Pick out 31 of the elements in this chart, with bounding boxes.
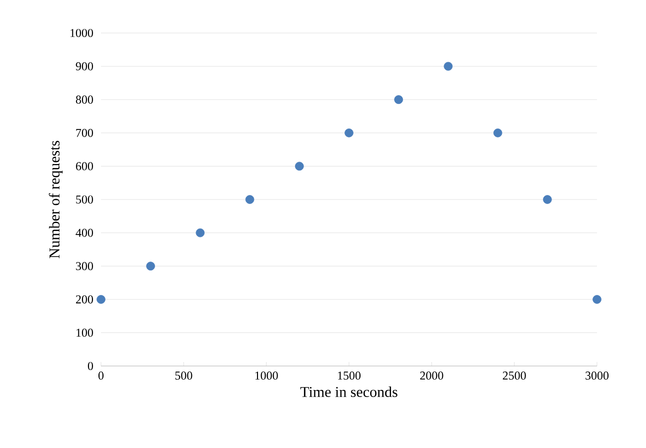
y-tick-label: 800 xyxy=(76,96,94,104)
x-tick-label: 3000 xyxy=(586,372,609,380)
x-tick-label: 1000 xyxy=(255,372,278,380)
x-tick-label: 2000 xyxy=(420,372,444,380)
x-tick-label: 0 xyxy=(98,372,104,380)
point xyxy=(493,128,502,138)
point xyxy=(444,62,453,71)
x-tick-label: 500 xyxy=(175,372,192,380)
x-axis-title: Time in seconds xyxy=(300,386,398,398)
y-tick-label: 0 xyxy=(88,362,94,370)
point xyxy=(344,128,354,138)
x-tick-label: 1500 xyxy=(338,372,361,380)
y-tick-label: 100 xyxy=(76,328,94,337)
y-tick-label: 400 xyxy=(76,228,94,237)
y-tick-label: 600 xyxy=(76,162,94,170)
point xyxy=(394,95,403,104)
x-tick-label: 2500 xyxy=(502,372,526,380)
y-tick-label: 200 xyxy=(76,295,94,304)
y-tick-label: 300 xyxy=(76,262,94,270)
point xyxy=(592,295,602,304)
point xyxy=(245,195,254,204)
y-tick-label: 1000 xyxy=(70,28,94,38)
point xyxy=(295,162,304,171)
y-axis-title: Number of requests xyxy=(48,140,63,258)
point xyxy=(96,295,106,304)
y-tick-label: 700 xyxy=(76,128,94,137)
y-tick-label: 900 xyxy=(76,62,94,70)
y-tick-label: 500 xyxy=(76,195,94,204)
point xyxy=(543,195,552,204)
point xyxy=(196,228,205,238)
point xyxy=(146,262,155,270)
